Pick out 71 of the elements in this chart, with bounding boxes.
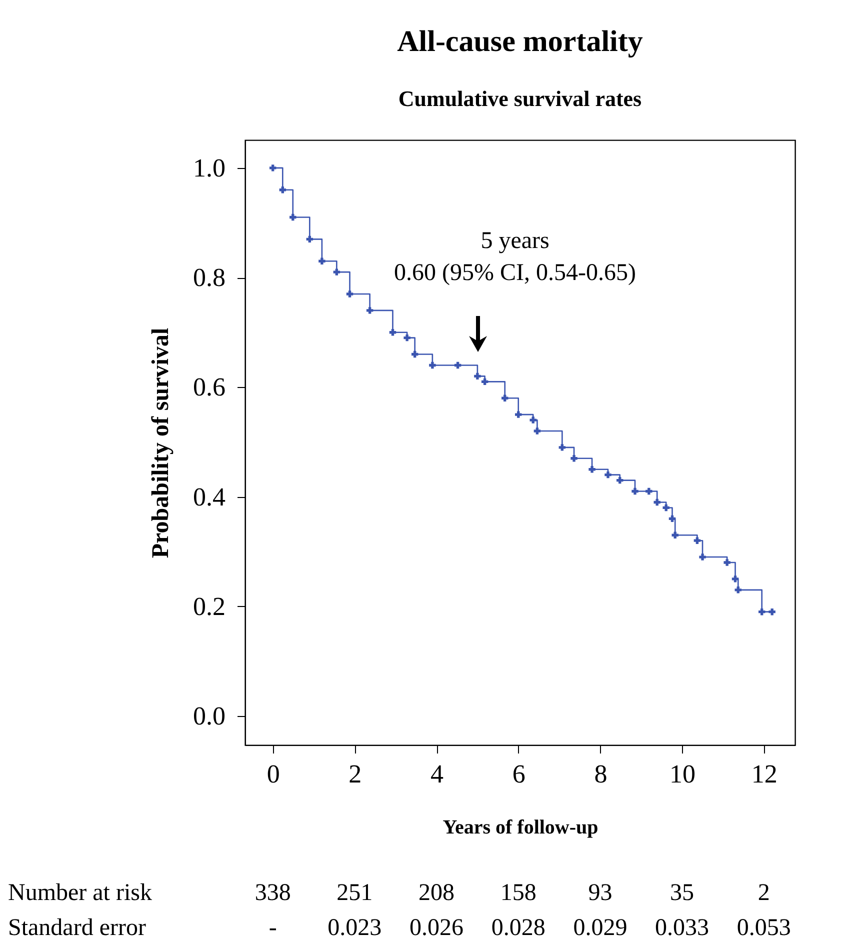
point [290, 214, 296, 221]
text: 338 [254, 880, 291, 906]
text: 158 [500, 880, 536, 906]
text: 35 [670, 880, 694, 906]
point [474, 372, 481, 380]
y-axis-title: Probability of survival [148, 328, 174, 558]
text: 93 [588, 880, 612, 906]
point [481, 378, 488, 386]
point [404, 334, 410, 342]
point [530, 416, 536, 424]
text: 2 [758, 880, 770, 906]
text: 0.053 [736, 915, 791, 941]
point [515, 411, 522, 418]
x-tick-label: 4 [430, 760, 444, 788]
chart-subtitle: Cumulative survival rates [398, 86, 642, 111]
text: 0.033 [655, 915, 710, 941]
point [570, 455, 578, 462]
point [558, 444, 566, 451]
point [454, 362, 462, 369]
point [768, 608, 776, 616]
point [732, 576, 739, 582]
chart-title: All-cause mortality [397, 25, 643, 58]
point [389, 328, 396, 336]
text: Standard error [8, 915, 146, 941]
point [429, 362, 436, 369]
point [279, 186, 286, 194]
text: 208 [418, 880, 455, 906]
text: - [268, 915, 277, 941]
point [333, 268, 340, 276]
text: Number at risk [8, 880, 152, 906]
x-tick-label: 2 [348, 760, 362, 788]
y-tick-label: 0.6 [193, 372, 226, 402]
point [346, 290, 354, 298]
point [734, 586, 742, 594]
text: 0.023 [328, 915, 382, 941]
y-tick-label: 1.0 [193, 153, 226, 182]
point [604, 471, 612, 478]
x-tick-label: 10 [670, 760, 696, 788]
text: 251 [336, 880, 373, 906]
text: 0.028 [491, 915, 546, 941]
y-tick-label: 0.4 [193, 482, 226, 512]
point [672, 532, 678, 538]
point [318, 258, 326, 264]
point [366, 307, 374, 314]
y-tick-label: 0.2 [193, 592, 226, 621]
point [724, 559, 730, 566]
point [411, 350, 418, 358]
annotation: 5 years 0.60 (95% CI, 0.54-0.65) [394, 228, 636, 286]
point [588, 466, 596, 473]
point [662, 504, 670, 512]
x-tick-label: 6 [512, 760, 526, 788]
text: 0.026 [410, 915, 464, 941]
point [646, 488, 652, 495]
x-tick-label: 0 [266, 760, 280, 788]
point [758, 608, 766, 616]
point [306, 236, 314, 243]
point [534, 428, 541, 434]
point [699, 554, 706, 560]
x-axis-title: Years of follow-up [442, 816, 598, 838]
point [694, 537, 701, 544]
point [502, 394, 508, 402]
y-tick-label: 0.8 [193, 263, 226, 292]
y-tick-label: 0.0 [193, 701, 226, 730]
point [668, 515, 676, 522]
text: 0.029 [573, 915, 628, 941]
point [654, 498, 660, 506]
x-tick-label: 12 [751, 760, 778, 788]
point [616, 476, 624, 484]
point [269, 164, 276, 172]
point [632, 488, 638, 495]
x-tick-label: 8 [594, 760, 608, 788]
